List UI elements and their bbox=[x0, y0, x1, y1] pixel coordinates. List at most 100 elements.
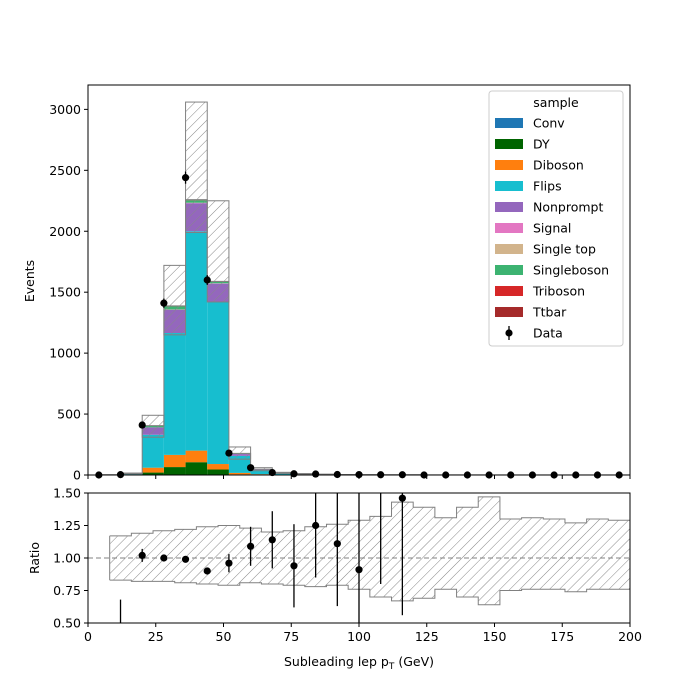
ratio-point bbox=[268, 536, 276, 544]
legend-title: sample bbox=[533, 95, 579, 110]
ratio-point bbox=[333, 540, 341, 548]
ratio-point bbox=[160, 554, 168, 562]
data-point bbox=[160, 299, 168, 307]
legend-label-single-top: Single top bbox=[533, 242, 596, 257]
bar-diboson bbox=[185, 450, 208, 463]
ratio-band bbox=[586, 519, 609, 590]
bar-flips bbox=[250, 469, 273, 475]
ratio-band bbox=[499, 519, 522, 591]
main-ytick-label: 0 bbox=[73, 468, 81, 483]
bar-flips bbox=[207, 301, 229, 465]
bar-diboson bbox=[163, 454, 186, 468]
main-ytick-label: 1500 bbox=[49, 285, 81, 300]
ratio-xtick-label: 200 bbox=[618, 629, 642, 644]
ratio-band bbox=[521, 517, 544, 590]
legend-swatch-dy bbox=[495, 139, 523, 149]
data-point bbox=[247, 464, 255, 472]
ratio-ytick-label: 0.50 bbox=[53, 616, 81, 631]
ratio-ylabel: Ratio bbox=[27, 542, 42, 574]
data-point bbox=[181, 174, 190, 182]
legend-label-diboson: Diboson bbox=[533, 158, 584, 173]
data-point bbox=[225, 449, 233, 457]
legend-label-flips: Flips bbox=[533, 179, 562, 194]
data-point bbox=[312, 470, 320, 478]
legend-data-marker bbox=[505, 329, 513, 337]
legend-label-singleboson: Singleboson bbox=[533, 263, 609, 278]
legend-label-triboson: Triboson bbox=[532, 284, 585, 299]
xlabel-main: Subleading lep p bbox=[284, 654, 389, 669]
ratio-band bbox=[434, 517, 457, 590]
main-ylabel: Events bbox=[22, 260, 37, 302]
data-point bbox=[290, 470, 298, 478]
ratio-band bbox=[413, 507, 435, 599]
xlabel-unit: (GeV) bbox=[394, 654, 434, 669]
ratio-band bbox=[543, 519, 565, 590]
legend-swatch-triboson bbox=[495, 286, 523, 296]
data-point bbox=[203, 276, 211, 284]
main-ytick-label: 500 bbox=[57, 407, 81, 422]
ratio-point bbox=[355, 566, 363, 574]
bar-flips bbox=[142, 434, 164, 468]
ratio-point bbox=[225, 559, 233, 567]
legend-swatch-nonprompt bbox=[495, 202, 523, 212]
main-ytick-label: 3000 bbox=[49, 102, 81, 117]
data-point bbox=[268, 468, 276, 477]
main-ytick-label: 2000 bbox=[49, 224, 81, 239]
ratio-point bbox=[398, 494, 406, 502]
ratio-ytick-label: 1.25 bbox=[53, 518, 81, 533]
bar-dy bbox=[207, 469, 229, 475]
legend-box bbox=[488, 90, 624, 347]
uncertainty-band bbox=[206, 200, 230, 303]
bar-dy bbox=[142, 472, 164, 475]
ratio-band bbox=[608, 520, 630, 590]
ratio-xtick-label: 150 bbox=[483, 629, 507, 644]
ratio-xtick-label: 100 bbox=[347, 629, 371, 644]
legend-label-signal: Signal bbox=[533, 221, 571, 236]
ratio-band bbox=[456, 507, 479, 597]
ratio-xtick-label: 50 bbox=[216, 629, 232, 644]
xlabel: Subleading lep pT (GeV) bbox=[284, 654, 434, 672]
ratio-band-upper bbox=[109, 496, 631, 590]
bar-flips bbox=[163, 333, 186, 455]
xlabel-subscript: T bbox=[388, 662, 395, 672]
uncertainty-band bbox=[185, 101, 208, 233]
ratio-ytick-label: 1.00 bbox=[53, 551, 81, 566]
ratio-panel: 0.50 0.75 1.00 1.25 1.50 0 25 50 75 100 125 150 175 2… bbox=[53, 486, 642, 645]
legend-swatch-signal bbox=[495, 223, 523, 233]
legend-label-dy: DY bbox=[533, 137, 550, 152]
bar-dy bbox=[185, 462, 208, 475]
ratio-xtick-label: 75 bbox=[283, 629, 299, 644]
ratio-xtick-label: 0 bbox=[84, 629, 92, 644]
legend-label-nonprompt: Nonprompt bbox=[533, 200, 603, 215]
legend-label-ttbar: Ttbar bbox=[532, 305, 567, 320]
legend-label-conv: Conv bbox=[533, 116, 565, 131]
data-point bbox=[138, 421, 146, 429]
bar-diboson bbox=[207, 464, 229, 470]
ratio-point bbox=[247, 542, 255, 550]
ratio-point bbox=[138, 551, 146, 560]
ratio-band bbox=[196, 526, 219, 584]
ratio-point bbox=[203, 567, 211, 575]
bar-diboson bbox=[228, 472, 251, 475]
legend-swatch-single-top bbox=[495, 244, 523, 254]
main-panel: 0 500 1000 1500 2000 2500 3000 bbox=[49, 84, 631, 483]
ratio-band bbox=[564, 522, 587, 592]
bar-diboson bbox=[142, 467, 164, 473]
uncertainty-band bbox=[163, 264, 187, 336]
bar-dy bbox=[163, 467, 186, 475]
ratio-band-lower bbox=[109, 579, 630, 606]
ratio-xtick-label: 125 bbox=[415, 629, 439, 644]
legend-swatch-diboson bbox=[495, 160, 523, 170]
bar-flips bbox=[185, 231, 208, 451]
ratio-ytick-label: 0.75 bbox=[53, 583, 81, 598]
ratio-point bbox=[290, 562, 298, 570]
bar-flips bbox=[228, 455, 251, 473]
legend-swatch-ttbar bbox=[495, 307, 523, 317]
legend-swatch-singleboson bbox=[495, 265, 523, 275]
legend-swatch-conv bbox=[495, 118, 523, 128]
ratio-xtick-label: 25 bbox=[148, 629, 164, 644]
bar-diboson bbox=[250, 474, 273, 475]
ratio-ytick-label: 1.50 bbox=[53, 486, 81, 501]
main-ytick-label: 1000 bbox=[49, 346, 81, 361]
